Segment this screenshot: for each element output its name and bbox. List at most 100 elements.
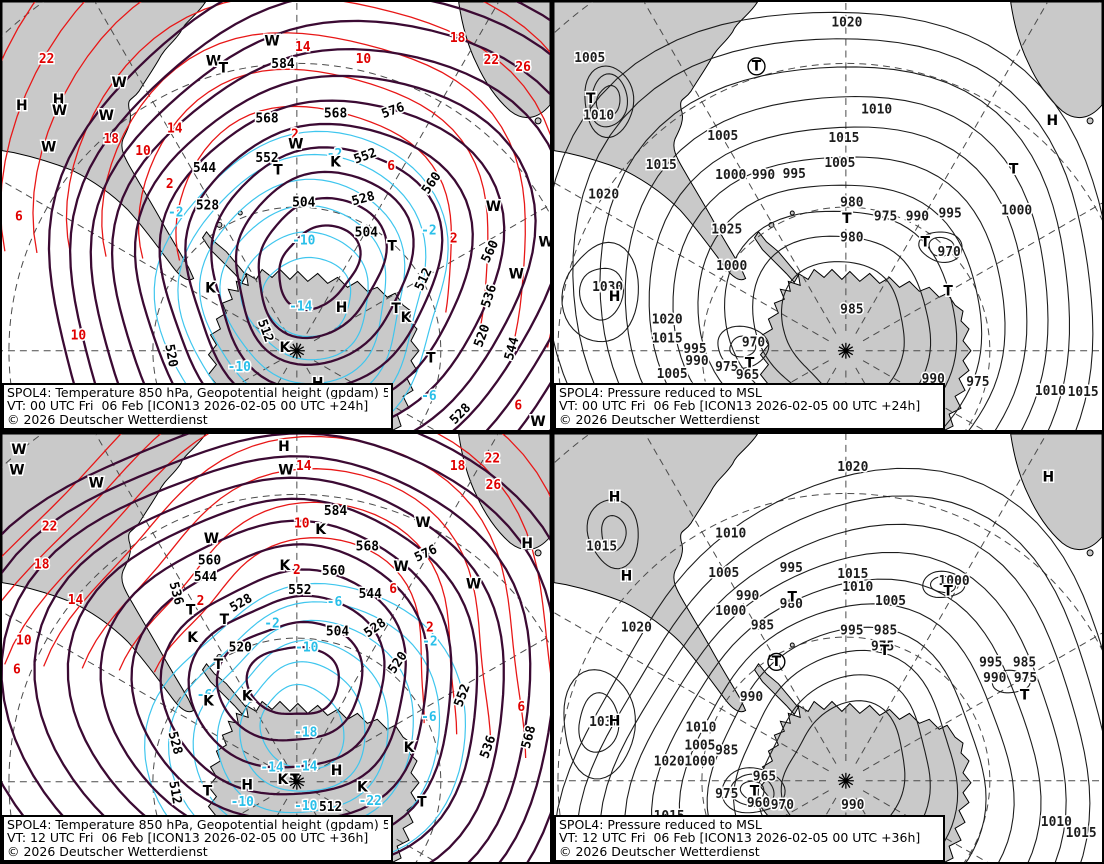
temperature-warm-isotherms xyxy=(2,2,550,348)
map-title: SPOL4: Temperature 850 hPa, Geopotential… xyxy=(7,385,388,399)
warm-isotherm-label: 10 xyxy=(356,52,372,67)
map-valid-time: VT: 00 UTC Fri 06 Feb [ICON13 2026-02-05… xyxy=(559,399,921,413)
height-contour-label: 544 xyxy=(193,161,217,176)
island xyxy=(1086,549,1094,557)
isobar-contours xyxy=(554,467,1102,862)
pressure-system-letter: K xyxy=(357,780,369,796)
warm-isotherm-label: 2 xyxy=(450,231,458,246)
map-title: SPOL4: Pressure reduced to MSL xyxy=(559,817,762,831)
pressure-system-letter: W xyxy=(41,140,56,156)
height-contour-label: 544 xyxy=(194,570,218,585)
pressure-system-letter: W xyxy=(278,463,293,479)
warm-isotherm-label: 6 xyxy=(389,582,397,597)
south-pole-marker xyxy=(288,342,305,359)
antarctic-peninsula-landmass xyxy=(201,663,247,716)
pressure-system-letter: W xyxy=(288,137,303,153)
latitude-circle xyxy=(701,636,991,862)
pressure-contour-label: 1015 xyxy=(837,567,868,582)
pressure-system-letter: H xyxy=(336,300,348,316)
pressure-system-letter: T xyxy=(220,612,230,628)
pressure-system-letter: W xyxy=(204,531,219,547)
meridian-line xyxy=(313,635,550,773)
meridian-line xyxy=(554,181,829,342)
pressure-system-letter: H xyxy=(241,778,253,794)
pressure-system-letter: W xyxy=(486,199,501,215)
cold-isotherm-label: -14 xyxy=(289,300,313,315)
map-title: SPOL4: Temperature 850 hPa, Geopotential… xyxy=(7,817,388,831)
pressure-contour-label: 1030 xyxy=(589,715,620,730)
isobar-contours xyxy=(554,11,1102,430)
warm-isotherm-label: 2 xyxy=(426,621,434,636)
warm-isotherm-label: 6 xyxy=(15,209,23,224)
pressure-contour-label: 1020 xyxy=(588,188,619,203)
pressure-system-letter: T xyxy=(203,784,213,800)
south-america-landmass xyxy=(2,2,207,281)
warm-isotherm-label: 2 xyxy=(166,177,174,192)
island xyxy=(534,549,542,557)
pressure-contour-label: 985 xyxy=(1013,655,1036,670)
cold-isotherm-label: -2 xyxy=(421,223,437,238)
height-contour-label: 552 xyxy=(288,583,311,598)
island xyxy=(1086,117,1094,125)
pressure-center-ring xyxy=(578,692,620,753)
cold-isotherm-label: -14 xyxy=(260,760,284,775)
pressure-center-ring xyxy=(595,84,621,117)
pressure-contour-label: 965 xyxy=(736,368,759,383)
pressure-system-letter: K xyxy=(280,340,292,356)
pressure-contour-label: 970 xyxy=(771,798,794,813)
pressure-system-letter: W xyxy=(11,442,26,458)
pressure-contour-label: 1020 xyxy=(837,460,868,475)
pressure-contour-label: 1000 xyxy=(715,604,746,619)
meridian-line xyxy=(862,790,988,862)
meridian-line xyxy=(554,612,829,772)
warm-isotherm-label: 2 xyxy=(293,563,301,578)
pressure-system-letter: K xyxy=(404,740,416,756)
pressure-contour-label: 975 xyxy=(966,375,989,390)
pressure-contour-label: 960 xyxy=(747,796,770,811)
pressure-system-letter: W xyxy=(415,515,430,531)
pressure-system-letter: H xyxy=(1047,113,1059,129)
antarctic-peninsula-landmass xyxy=(753,663,799,716)
panel-temp850-geopot500-t24: 584 568 568 576 552 552 560 560 544 544 536 528 528 5… xyxy=(0,0,552,432)
meridian-line xyxy=(643,2,837,334)
pressure-contour-label: 1025 xyxy=(711,222,742,237)
south-america-landmass xyxy=(554,434,759,713)
pressure-contour-label: 1020 xyxy=(652,313,683,328)
pressure-contour-label: 1005 xyxy=(657,367,688,382)
pressure-system-letter: H xyxy=(1043,470,1055,486)
warm-isotherm-label: 18 xyxy=(34,557,50,572)
pressure-system-letter: T xyxy=(387,239,397,255)
pressure-system-letter: H xyxy=(609,713,621,729)
map-valid-time: VT: 12 UTC Fri 06 Feb [ICON13 2026-02-05… xyxy=(7,831,369,845)
warm-isotherm-label: 2 xyxy=(291,127,299,142)
pressure-center-ring xyxy=(563,669,636,780)
warm-isotherm-label: 14 xyxy=(167,121,183,136)
pressure-system-letter: T xyxy=(921,235,931,251)
cold-isotherm-label: -2 xyxy=(422,635,438,650)
meridian-line xyxy=(862,632,1102,772)
pressure-contour-label: 980 xyxy=(840,196,863,211)
pressure-system-letter: H xyxy=(521,536,533,552)
pressure-center-ring xyxy=(729,773,775,807)
pressure-contour-label: 970 xyxy=(742,335,765,350)
height-contour-label: 504 xyxy=(355,225,379,240)
pressure-contour-label: 995 xyxy=(938,207,961,222)
warm-isotherm-label: 10 xyxy=(135,144,151,159)
cold-isotherm-label: -18 xyxy=(294,726,317,741)
warm-isotherm-label: 18 xyxy=(450,31,466,46)
pressure-contour-label: 980 xyxy=(780,597,803,612)
pressure-system-letter: K xyxy=(187,630,199,646)
pressure-contour-label: 995 xyxy=(683,342,706,357)
panel-mslp-t24: 1020 1005 1010 1010 1015 1005 1005 1000 990 995 10… xyxy=(552,0,1104,432)
pressure-system-letter: T xyxy=(772,654,782,670)
cold-isotherm-label: -14 xyxy=(294,759,318,774)
meridian-line xyxy=(2,611,280,773)
pressure-system-letter: T xyxy=(788,589,798,605)
height-contour-label: 528 xyxy=(196,199,219,214)
southern-africa-landmass xyxy=(1010,434,1102,551)
map-info-box: SPOL4: Pressure reduced to MSL VT: 12 UT… xyxy=(554,814,945,862)
latitude-circle xyxy=(152,637,442,862)
